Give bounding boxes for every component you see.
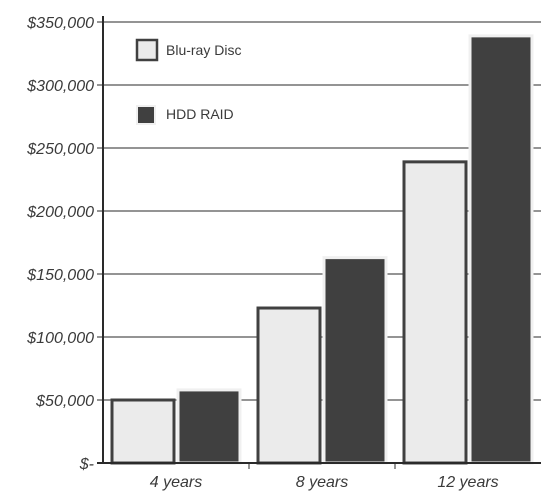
y-tick-label: $200,000 <box>26 204 94 221</box>
bar-blu-ray-disc <box>256 306 322 465</box>
bar-blu-ray-disc <box>110 398 176 465</box>
y-tick-labels: $- $50,000 $100,000 $150,000 $200,000 $250,00… <box>26 15 94 473</box>
legend-swatch <box>136 105 156 125</box>
y-tick-label: $100,000 <box>26 330 94 347</box>
legend-label: HDD RAID <box>166 106 234 122</box>
legend-label: Blu-ray Disc <box>166 42 241 58</box>
gridlines <box>103 21 541 401</box>
y-tick-label: $50,000 <box>35 393 94 410</box>
bar-hdd-raid <box>176 388 242 465</box>
x-tick-label: 4 years <box>150 474 202 491</box>
x-tick-label: 8 years <box>296 474 348 491</box>
bar-blu-ray-disc <box>402 160 468 465</box>
bars <box>110 34 534 465</box>
bar-hdd-raid <box>468 34 534 465</box>
y-tick-label: $- <box>79 456 94 473</box>
y-tick-label: $300,000 <box>26 78 94 95</box>
y-tick-label: $150,000 <box>26 267 94 284</box>
x-tick-label: 12 years <box>437 474 498 491</box>
axes <box>97 16 541 469</box>
y-tick-label: $250,000 <box>26 141 94 158</box>
legend: Blu-ray Disc HDD RAID <box>135 38 241 125</box>
legend-swatch <box>135 38 159 62</box>
y-tick-label: $350,000 <box>26 15 94 32</box>
bar-hdd-raid <box>322 256 388 465</box>
x-tick-labels: 4 years 8 years 12 years <box>150 474 499 491</box>
